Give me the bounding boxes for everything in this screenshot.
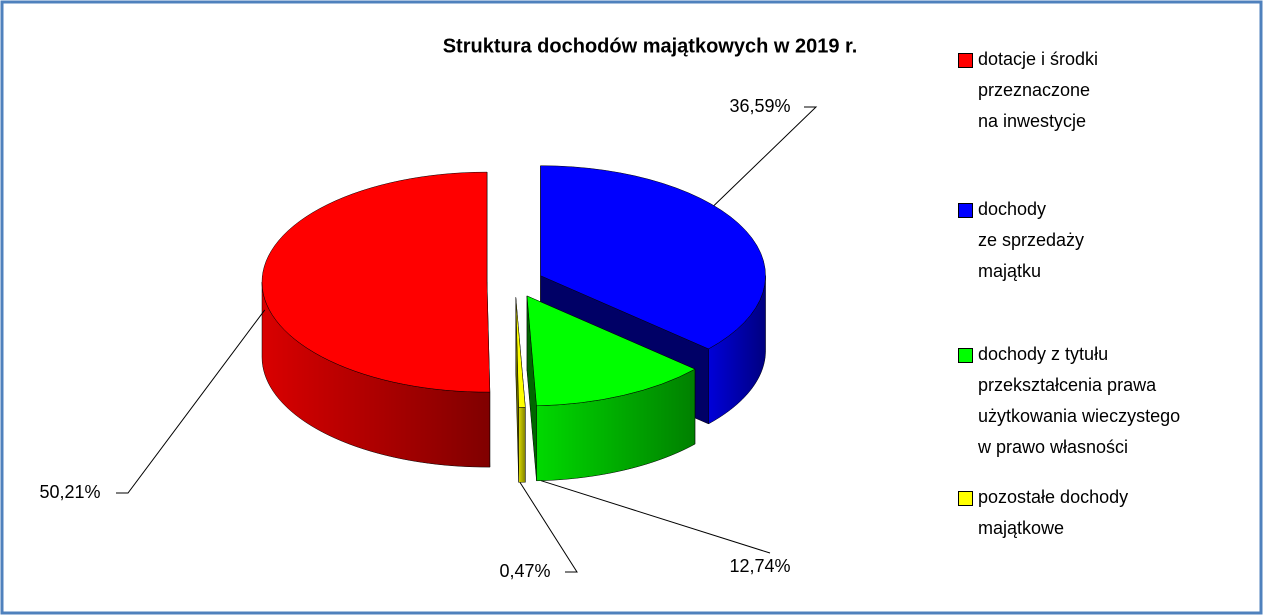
- legend-label: dochody z tytułu przekształcenia prawa u…: [978, 344, 1181, 457]
- legend-swatch: [958, 203, 973, 218]
- slice: [526, 295, 696, 482]
- slice-top: [526, 295, 696, 407]
- legend-label: dochody ze sprzedaży majątku: [978, 199, 1085, 281]
- data-label: 50,21%: [39, 482, 100, 502]
- legend-swatch: [958, 491, 973, 506]
- data-label: 0,47%: [499, 561, 550, 581]
- legend-label: pozostałe dochody majątkowe: [978, 487, 1129, 538]
- leader-line: [519, 482, 578, 573]
- legend-swatch: [958, 53, 973, 68]
- legend-swatch: [958, 348, 973, 363]
- pie: [261, 165, 766, 483]
- leader-line: [116, 309, 266, 494]
- slice: [515, 297, 526, 483]
- slice-side: [518, 407, 526, 483]
- leader-line: [713, 106, 818, 206]
- slice-top: [261, 171, 491, 393]
- slice-top: [540, 165, 766, 350]
- data-label: 36,59%: [729, 96, 790, 116]
- data-label: 12,74%: [729, 556, 790, 576]
- leader-line: [540, 480, 771, 554]
- chart-title: Struktura dochodów majątkowych w 2019 r.: [443, 35, 858, 57]
- slice: [261, 171, 491, 468]
- legend-label: dotacje i środki przeznaczone na inwesty…: [978, 49, 1099, 131]
- slice-top: [515, 297, 526, 408]
